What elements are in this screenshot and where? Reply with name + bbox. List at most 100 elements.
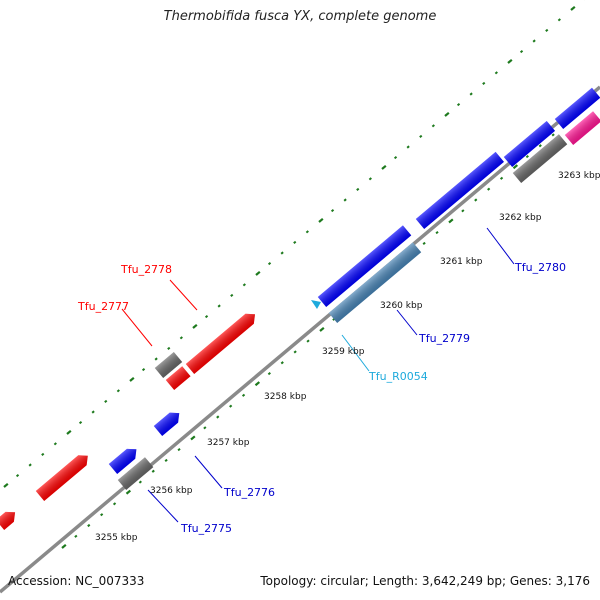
tick-mark [368, 177, 372, 181]
tick-mark [280, 251, 284, 255]
tick-mark [66, 429, 72, 435]
tick-mark [241, 393, 246, 397]
trna-marker [311, 300, 321, 309]
tick-mark [482, 81, 486, 85]
tick-mark [229, 404, 233, 408]
tick-mark [125, 489, 132, 495]
gene-arrow-blue [108, 448, 137, 474]
tick-mark [280, 361, 284, 365]
kbp-label: 3262 kbp [499, 213, 542, 223]
gene-arrow-shade [108, 448, 137, 474]
tick-mark [242, 283, 246, 287]
tick-mark [306, 339, 310, 343]
tick-mark [538, 144, 542, 148]
label-leader-line [121, 308, 153, 347]
tick-mark [74, 534, 78, 538]
gene-arrow-shade [503, 120, 556, 167]
gene-arrow-gray [154, 352, 183, 378]
gene-arrow-gray [512, 134, 568, 183]
tick-mark [525, 155, 529, 159]
genome-stats-text: Topology: circular; Length: 3,642,249 bp… [260, 574, 590, 588]
tick-mark [318, 217, 324, 223]
tick-mark [487, 187, 491, 191]
label-leader-line [147, 489, 179, 523]
tick-mark [557, 18, 561, 22]
backbone-line [0, 85, 600, 594]
tick-mark [100, 513, 104, 517]
gene-arrow-blue [554, 87, 600, 129]
kbp-label: 3257 kbp [207, 438, 250, 448]
label-leader-line [169, 279, 198, 311]
tick-mark [570, 5, 576, 11]
kbp-label: 3256 kbp [150, 486, 193, 496]
tick-mark [474, 198, 478, 202]
gene-label-gR0054: Tfu_R0054 [368, 370, 428, 383]
tick-mark [267, 372, 271, 376]
tick-mark [435, 230, 439, 235]
gene-arrow-shade [512, 134, 568, 183]
kbp-label: 3261 kbp [440, 257, 483, 267]
tick-mark [104, 399, 108, 403]
gene-label-g2779: Tfu_2779 [418, 332, 470, 345]
tick-mark [3, 482, 9, 488]
tick-mark [204, 315, 209, 319]
kbp-label: 3260 kbp [380, 301, 423, 311]
tick-mark [41, 452, 45, 456]
tick-mark [254, 381, 261, 387]
kbp-label: 3259 kbp [322, 347, 365, 357]
tick-mark [456, 103, 461, 107]
tick-mark [507, 58, 513, 64]
tick-mark [469, 92, 473, 96]
tick-mark [319, 326, 325, 332]
kbp-label: 3255 kbp [95, 533, 138, 543]
tick-mark [293, 350, 297, 354]
gene-arrow-shade [415, 151, 504, 229]
tick-mark [305, 230, 309, 234]
tick-mark [177, 447, 181, 452]
tick-mark [154, 357, 158, 361]
tick-mark [422, 241, 426, 245]
gene-arrow-shade [154, 352, 183, 378]
tick-mark [545, 28, 549, 32]
tick-mark [78, 421, 83, 425]
tick-mark [216, 415, 220, 419]
gene-label-g2780: Tfu_2780 [514, 261, 566, 274]
gene-arrow-red [185, 313, 256, 374]
gene-arrow-blue [415, 151, 504, 229]
gene-arrow-shade [35, 455, 88, 501]
tick-mark [330, 209, 335, 213]
tick-mark [164, 458, 168, 462]
gene-arrow-red [165, 366, 191, 390]
tick-mark [393, 156, 398, 160]
gene-label-g2775: Tfu_2775 [180, 522, 232, 535]
tick-mark [343, 198, 347, 202]
gene-arrow-shade [564, 111, 600, 145]
gene-arrow-red [35, 455, 88, 501]
gene-arrow-blue [153, 412, 180, 436]
tick-mark [87, 523, 91, 528]
gene-arrow-shade [117, 457, 154, 490]
tick-mark [267, 262, 272, 266]
tick-mark [91, 410, 95, 414]
gene-arrow-steelblue [328, 242, 422, 323]
tick-mark [112, 502, 117, 506]
tick-mark [431, 124, 435, 128]
gene-arrow-shade [185, 313, 256, 374]
gene-arrow-shade [153, 412, 180, 436]
outer-tick-track [3, 0, 585, 488]
gene-features [0, 87, 600, 530]
tick-mark [203, 426, 207, 430]
tick-mark [255, 270, 261, 276]
label-leader-line [396, 309, 418, 336]
tick-mark [494, 71, 498, 75]
tick-mark [141, 368, 146, 372]
tick-mark [419, 134, 423, 138]
label-leader-line [194, 455, 223, 489]
map-title: Thermobifida fusca YX, complete genome [163, 9, 437, 24]
tick-mark [138, 480, 142, 484]
kbp-label: 3258 kbp [264, 392, 307, 402]
tick-mark [356, 187, 360, 191]
tick-mark [519, 50, 524, 54]
gene-arrow-magenta [564, 111, 600, 145]
